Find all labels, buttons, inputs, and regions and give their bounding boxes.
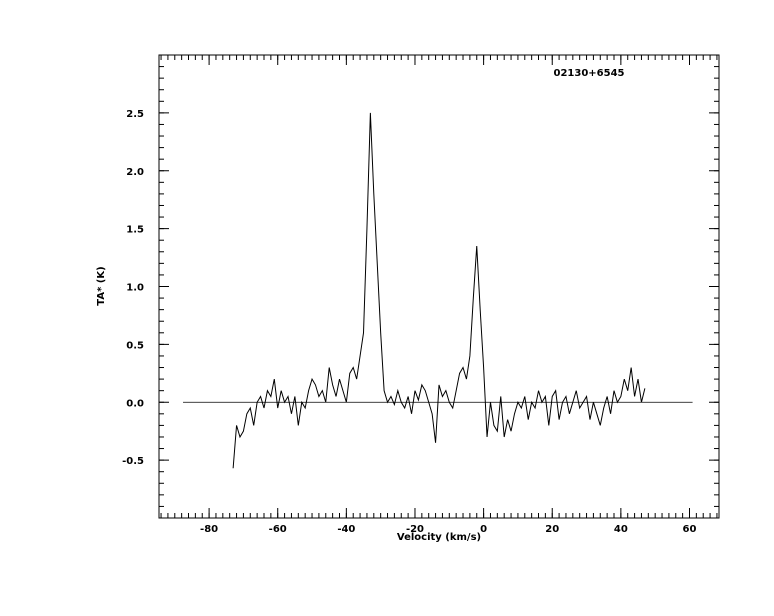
y-tick-label: 1.5 <box>126 225 144 236</box>
y-tick-label: 2.0 <box>126 167 144 178</box>
x-tick-label: 20 <box>545 524 559 535</box>
y-tick-label: 0.0 <box>126 398 144 409</box>
plot-frame <box>158 54 720 519</box>
y-tick-label: 1.0 <box>126 283 144 294</box>
x-tick-label: -80 <box>200 524 218 535</box>
x-tick-label: -40 <box>337 524 355 535</box>
y-axis-label: TA* (K) <box>96 266 107 305</box>
x-axis-label: Velocity (km/s) <box>397 532 481 543</box>
x-tick-label: -20 <box>406 524 424 535</box>
y-tick-label: -0.5 <box>122 456 144 467</box>
y-tick-label: 2.5 <box>126 109 144 120</box>
chart-title: 02130+6545 <box>553 68 624 79</box>
spectrum-line <box>232 112 646 469</box>
y-tick-label: 0.5 <box>126 340 144 351</box>
x-tick-label: 0 <box>480 524 487 535</box>
x-tick-label: -60 <box>269 524 287 535</box>
x-tick-label: 40 <box>614 524 628 535</box>
x-tick-label: 60 <box>683 524 697 535</box>
